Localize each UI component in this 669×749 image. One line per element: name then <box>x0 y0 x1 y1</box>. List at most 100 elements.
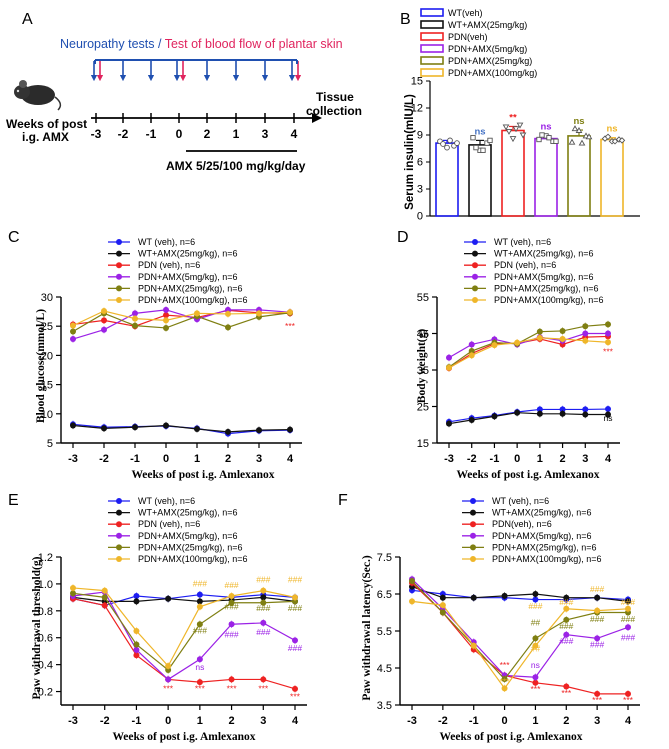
data-point <box>292 637 298 644</box>
data-point <box>559 410 566 417</box>
data-point <box>256 310 262 317</box>
y-tick-label: 45 <box>417 329 429 341</box>
legend-swatch <box>420 32 444 41</box>
y-tick-label: 35 <box>417 365 429 377</box>
series-line <box>72 587 296 668</box>
y-tick-label: 55 <box>417 292 429 304</box>
y-tick-label: 7.5 <box>377 552 392 564</box>
series-line <box>448 412 608 425</box>
data-point <box>287 309 293 316</box>
data-point <box>559 406 566 413</box>
legend-marker <box>116 297 122 303</box>
data-point <box>563 605 570 612</box>
x-tick-label: 3 <box>256 453 262 465</box>
weeks-label-1: Weeks of post <box>6 117 87 131</box>
legend-marker <box>116 556 122 562</box>
significance-label: ns <box>606 124 617 135</box>
legend-label: PDN+AMX(5mg/kg), n=6 <box>138 272 238 282</box>
data-point <box>101 326 107 333</box>
x-tick-label: 3 <box>582 453 588 465</box>
data-point <box>468 417 475 424</box>
panel-e-chart: 0.2 0.4 0.6 0.8 1.0 1.2 -3 -2 -1 0 1 2 3 4 *** *** *** **… <box>38 552 307 727</box>
panel-d-label: D <box>397 229 409 246</box>
title-separator: / <box>155 37 165 51</box>
legend-marker <box>116 285 122 292</box>
legend-marker <box>472 250 478 257</box>
legend-marker <box>470 498 476 504</box>
data-point <box>225 428 231 435</box>
legend-marker <box>470 556 476 562</box>
data-point <box>101 594 108 601</box>
data-point <box>133 652 140 659</box>
data-point <box>470 594 477 601</box>
panel-f-xlabel: Weeks of post i.g. Amlexanox <box>439 731 582 743</box>
x-tick-label: -2 <box>438 715 448 727</box>
data-point <box>196 598 203 605</box>
x-tick-label: 4 <box>287 453 294 465</box>
significance-label: ### <box>621 614 635 624</box>
panel-a: A Neuropathy tests / Test of blood flow … <box>6 11 362 173</box>
data-point <box>196 656 203 663</box>
y-tick-label: 25 <box>417 402 429 414</box>
neuropathy-tests-title: Neuropathy tests <box>60 37 155 51</box>
significance-label: ** <box>509 112 517 123</box>
y-tick-label: 9 <box>417 130 423 142</box>
data-point <box>260 619 267 626</box>
data-point <box>163 312 169 319</box>
data-point <box>446 354 452 361</box>
x-tick-label: 1 <box>194 453 200 465</box>
data-point <box>618 137 626 144</box>
series-line <box>72 312 291 332</box>
data-point <box>546 135 552 141</box>
series-line <box>72 309 291 340</box>
data-point <box>582 406 589 413</box>
x-tick-label: 4 <box>625 715 632 727</box>
panel-d-xlabel: Weeks of post i.g. Amlexanox <box>456 469 599 481</box>
data-point <box>611 138 619 145</box>
data-point <box>625 598 631 605</box>
timeline-tick-label: 0 <box>176 127 183 141</box>
significance-label: ### <box>590 584 604 594</box>
legend-label: WT (veh), n=6 <box>492 496 549 506</box>
y-tick-label: 5 <box>47 438 53 450</box>
data-point <box>559 327 566 334</box>
significance-label: ### <box>256 627 270 637</box>
legend-marker <box>116 273 122 280</box>
panel-f-chart: 3.5 4.5 5.5 6.5 7.5 -3 -2 -1 0 1 2 3 4 *** *** *** *** **… <box>377 552 640 727</box>
significance-label: ns <box>604 413 613 423</box>
data-point <box>582 323 589 330</box>
panel-c-ylabel: Blood glucose(mmol/L) <box>35 309 47 423</box>
data-point <box>256 427 262 434</box>
data-point <box>196 679 203 686</box>
significance-label: ### <box>224 630 238 640</box>
legend-swatch <box>420 44 444 53</box>
data-point <box>228 676 235 683</box>
mouse-icon <box>14 80 62 111</box>
data-point <box>409 578 415 585</box>
panel-d-chart: 15 25 35 45 55 -3 -2 -1 0 1 2 3 4 *** ns <box>417 292 620 465</box>
panel-c-xlabel: Weeks of post i.g. Amlexanox <box>131 469 274 481</box>
data-point <box>605 330 611 337</box>
x-tick-label: 0 <box>165 715 171 727</box>
legend-swatch <box>420 56 444 65</box>
data-point <box>101 587 108 594</box>
data-point <box>163 422 169 429</box>
panel-e-label: E <box>8 492 19 509</box>
significance-label: *** <box>623 695 634 705</box>
data-point <box>473 144 479 151</box>
data-point <box>514 409 521 416</box>
data-point <box>571 125 579 132</box>
x-tick-label: -1 <box>130 453 140 465</box>
data-point <box>228 593 235 600</box>
data-point <box>133 593 140 600</box>
data-point <box>491 413 498 420</box>
data-point <box>409 598 415 605</box>
data-point <box>260 599 267 606</box>
legend-label: PDN+AMX(25mg/kg), n=6 <box>494 283 599 293</box>
data-point <box>501 676 508 683</box>
legend-label: PDN+AMX(5mg/kg), n=6 <box>492 531 592 541</box>
timeline-arrowhead <box>312 113 322 123</box>
panel-d-ylabel: Body weight(g) <box>416 329 428 404</box>
panel-b-legend: WT(veh) WT+AMX(25mg/kg) PDN(veh) PDN+AMX(5m… <box>420 8 537 78</box>
